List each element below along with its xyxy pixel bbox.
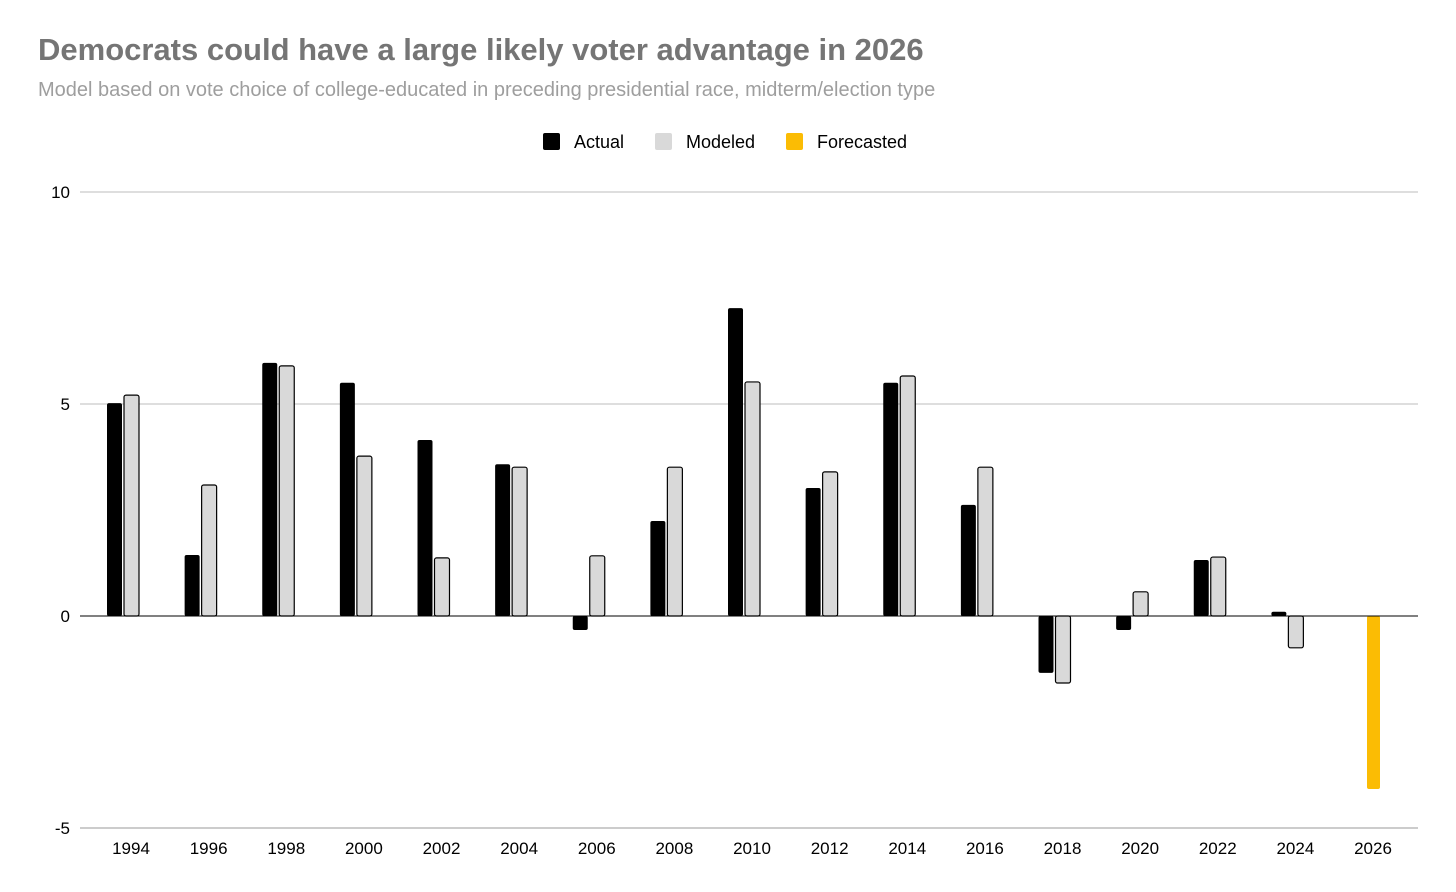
x-tick-label: 2008 bbox=[655, 839, 693, 858]
legend-label-actual: Actual bbox=[574, 132, 624, 152]
bar-forecasted-2026 bbox=[1367, 616, 1380, 789]
bar-actual-2024 bbox=[1271, 611, 1287, 616]
bar-actual-2014 bbox=[883, 382, 899, 616]
bar-modeled-2010 bbox=[744, 381, 761, 617]
bar-modeled-2022 bbox=[1210, 556, 1227, 617]
x-tick-label: 2014 bbox=[888, 839, 926, 858]
bar-actual-2000 bbox=[339, 382, 355, 616]
bar-modeled-2004 bbox=[511, 466, 528, 617]
legend-label-modeled: Modeled bbox=[686, 132, 755, 152]
bar-modeled-2002 bbox=[433, 557, 451, 617]
bar-actual-2020 bbox=[1116, 616, 1132, 630]
legend-swatch-modeled bbox=[655, 133, 672, 150]
bar-modeled-2006 bbox=[589, 555, 606, 617]
y-tick-label: -5 bbox=[55, 819, 70, 838]
chart-subtitle: Model based on vote choice of college-ed… bbox=[38, 79, 936, 101]
x-tick-label: 2010 bbox=[733, 839, 771, 858]
x-tick-label: 2018 bbox=[1044, 839, 1082, 858]
x-tick-label: 1996 bbox=[190, 839, 228, 858]
bar-modeled-2016 bbox=[977, 466, 994, 617]
bar-actual-2006 bbox=[572, 616, 588, 630]
x-tick-label: 1998 bbox=[267, 839, 305, 858]
x-tick-label: 2012 bbox=[811, 839, 849, 858]
bar-modeled-2008 bbox=[666, 466, 683, 617]
chart-title: Democrats could have a large likely vote… bbox=[38, 32, 924, 67]
bar-actual-2002 bbox=[417, 440, 433, 616]
bar-modeled-1994 bbox=[123, 394, 140, 617]
bar-modeled-2018 bbox=[1054, 615, 1072, 684]
legend-swatch-forecasted bbox=[786, 133, 803, 150]
y-tick-label: 10 bbox=[51, 183, 70, 202]
legend-swatch-actual bbox=[543, 133, 560, 150]
bar-actual-2008 bbox=[650, 521, 666, 616]
bar-actual-2012 bbox=[805, 487, 821, 616]
bar-modeled-2014 bbox=[899, 375, 916, 617]
bar-modeled-1996 bbox=[201, 484, 218, 617]
bar-modeled-2020 bbox=[1132, 591, 1149, 617]
x-tick-label: 2006 bbox=[578, 839, 616, 858]
x-tick-label: 2020 bbox=[1121, 839, 1159, 858]
x-tick-label: 1994 bbox=[112, 839, 150, 858]
y-tick-label: 0 bbox=[61, 607, 70, 626]
x-tick-label: 2000 bbox=[345, 839, 383, 858]
x-tick-label: 2004 bbox=[500, 839, 538, 858]
bar-actual-1996 bbox=[184, 554, 200, 616]
x-tick-label: 2022 bbox=[1199, 839, 1237, 858]
bar-actual-1994 bbox=[107, 403, 122, 616]
bar-actual-2010 bbox=[728, 308, 743, 616]
bar-modeled-1998 bbox=[278, 365, 295, 617]
bar-actual-2016 bbox=[960, 504, 976, 616]
bar-actual-2018 bbox=[1038, 616, 1054, 673]
x-tick-label: 2026 bbox=[1354, 839, 1392, 858]
x-tick-label: 2002 bbox=[423, 839, 461, 858]
bar-modeled-2024 bbox=[1287, 615, 1304, 649]
bar-actual-2022 bbox=[1193, 560, 1209, 616]
bar-modeled-2012 bbox=[822, 471, 839, 617]
bar-modeled-2000 bbox=[356, 455, 373, 617]
x-tick-label: 2024 bbox=[1276, 839, 1314, 858]
legend-label-forecasted: Forecasted bbox=[817, 132, 907, 152]
y-tick-label: 5 bbox=[61, 395, 70, 414]
x-tick-label: 2016 bbox=[966, 839, 1004, 858]
bar-actual-1998 bbox=[262, 362, 278, 616]
bar-actual-2004 bbox=[495, 464, 511, 616]
